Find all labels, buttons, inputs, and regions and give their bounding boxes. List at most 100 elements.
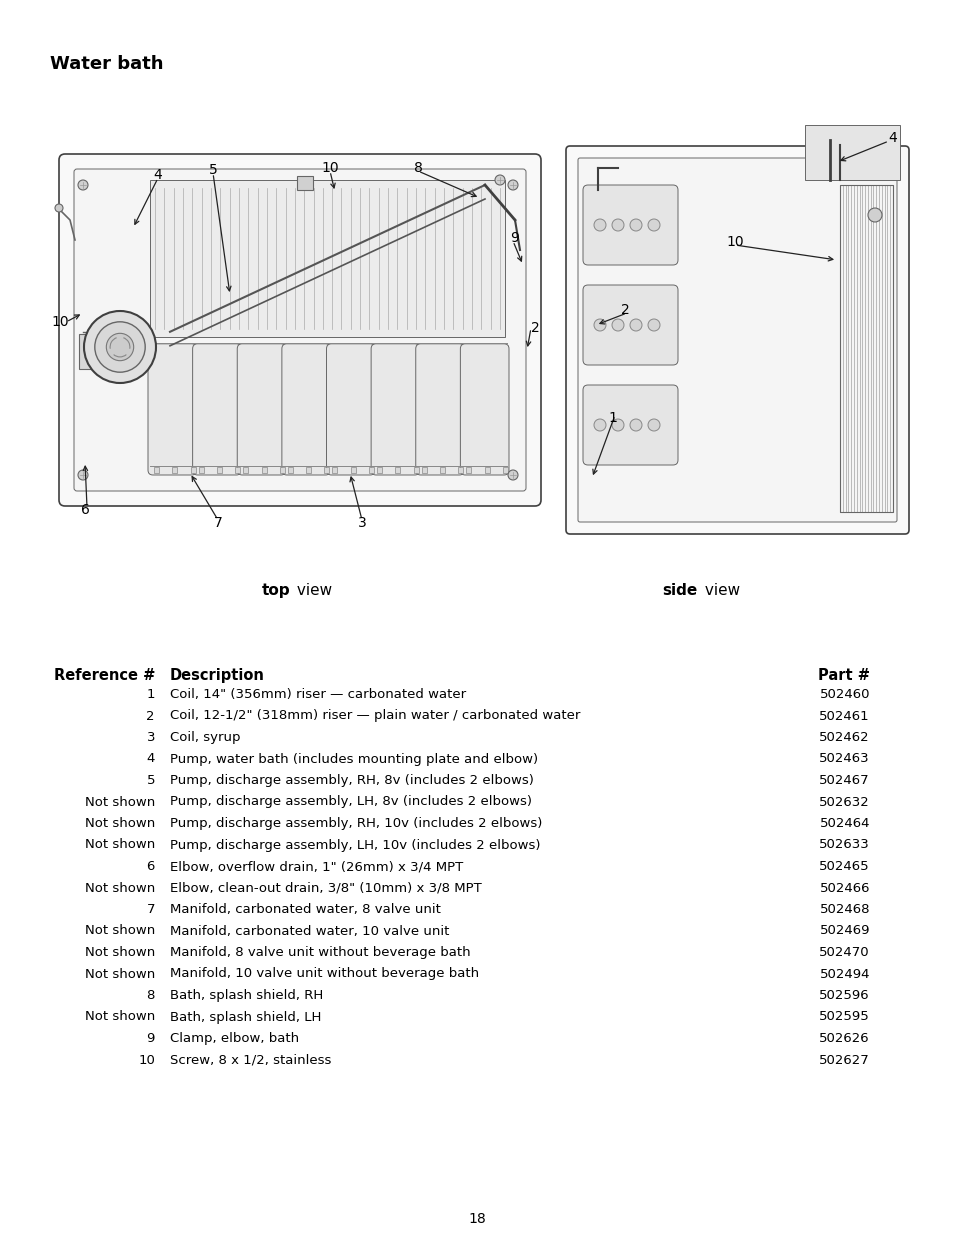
Circle shape: [629, 219, 641, 231]
Circle shape: [612, 319, 623, 331]
Circle shape: [55, 204, 63, 212]
Text: Coil, 14" (356mm) riser — carbonated water: Coil, 14" (356mm) riser — carbonated wat…: [170, 688, 466, 701]
Text: Bath, splash shield, LH: Bath, splash shield, LH: [170, 1010, 321, 1024]
Bar: [198, 467, 203, 473]
Text: 502464: 502464: [819, 818, 869, 830]
Text: Screw, 8 x 1/2, stainless: Screw, 8 x 1/2, stainless: [170, 1053, 331, 1067]
Circle shape: [495, 175, 504, 185]
FancyBboxPatch shape: [148, 343, 196, 475]
Circle shape: [594, 419, 605, 431]
Text: view: view: [700, 583, 740, 598]
Circle shape: [612, 419, 623, 431]
Text: Not shown: Not shown: [85, 818, 154, 830]
Text: Part #: Part #: [817, 668, 869, 683]
Circle shape: [647, 419, 659, 431]
Bar: [840, 185, 892, 513]
Text: 4: 4: [153, 168, 162, 182]
Text: 502468: 502468: [819, 903, 869, 916]
Text: Reference #: Reference #: [53, 668, 154, 683]
Text: Not shown: Not shown: [85, 967, 154, 981]
Text: view: view: [292, 583, 332, 598]
Circle shape: [507, 471, 517, 480]
Text: 5: 5: [147, 774, 154, 787]
Text: 2: 2: [530, 321, 538, 335]
Text: Pump, discharge assembly, RH, 10v (includes 2 elbows): Pump, discharge assembly, RH, 10v (inclu…: [170, 818, 542, 830]
Text: Manifold, carbonated water, 10 valve unit: Manifold, carbonated water, 10 valve uni…: [170, 925, 449, 937]
Circle shape: [94, 322, 145, 372]
Bar: [288, 467, 293, 473]
Circle shape: [647, 319, 659, 331]
Text: 10: 10: [725, 235, 743, 249]
Text: 1: 1: [608, 411, 617, 425]
Text: 8: 8: [414, 161, 422, 175]
Text: 18: 18: [468, 1212, 485, 1226]
Text: 5: 5: [209, 163, 217, 177]
Text: 502463: 502463: [819, 752, 869, 766]
Circle shape: [594, 319, 605, 331]
Text: Pump, discharge assembly, LH, 8v (includes 2 elbows): Pump, discharge assembly, LH, 8v (includ…: [170, 795, 532, 809]
Text: Bath, splash shield, RH: Bath, splash shield, RH: [170, 989, 323, 1002]
Text: Manifold, 10 valve unit without beverage bath: Manifold, 10 valve unit without beverage…: [170, 967, 478, 981]
Text: Manifold, carbonated water, 8 valve unit: Manifold, carbonated water, 8 valve unit: [170, 903, 440, 916]
Text: 502596: 502596: [819, 989, 869, 1002]
Text: Pump, discharge assembly, LH, 10v (includes 2 elbows): Pump, discharge assembly, LH, 10v (inclu…: [170, 839, 540, 851]
Bar: [79, 333, 92, 369]
FancyBboxPatch shape: [326, 343, 375, 475]
Bar: [376, 467, 382, 473]
Text: Clamp, elbow, bath: Clamp, elbow, bath: [170, 1032, 299, 1045]
Text: Not shown: Not shown: [85, 946, 154, 960]
Text: side: side: [662, 583, 698, 598]
Text: 502494: 502494: [819, 967, 869, 981]
Bar: [502, 467, 507, 473]
Bar: [153, 467, 159, 473]
Text: Not shown: Not shown: [85, 882, 154, 894]
Text: 9: 9: [510, 231, 518, 245]
Text: top: top: [261, 583, 290, 598]
Bar: [421, 467, 426, 473]
Text: Coil, 12-1/2" (318mm) riser — plain water / carbonated water: Coil, 12-1/2" (318mm) riser — plain wate…: [170, 709, 579, 722]
Text: Water bath: Water bath: [50, 56, 163, 73]
Text: 10: 10: [321, 161, 338, 175]
Text: Coil, syrup: Coil, syrup: [170, 731, 240, 743]
Text: 502470: 502470: [819, 946, 869, 960]
FancyBboxPatch shape: [582, 185, 678, 266]
Bar: [172, 467, 177, 473]
FancyBboxPatch shape: [371, 343, 419, 475]
Text: 4: 4: [887, 131, 897, 144]
Bar: [243, 467, 248, 473]
Text: Manifold, 8 valve unit without beverage bath: Manifold, 8 valve unit without beverage …: [170, 946, 470, 960]
Bar: [439, 467, 445, 473]
FancyBboxPatch shape: [460, 343, 509, 475]
Text: 1: 1: [147, 688, 154, 701]
Text: Description: Description: [170, 668, 265, 683]
Text: 4: 4: [147, 752, 154, 766]
FancyBboxPatch shape: [193, 343, 241, 475]
Bar: [484, 467, 489, 473]
FancyBboxPatch shape: [565, 146, 908, 534]
Bar: [351, 467, 355, 473]
Bar: [466, 467, 471, 473]
Text: 6: 6: [147, 860, 154, 873]
Bar: [395, 467, 400, 473]
Bar: [324, 467, 329, 473]
Text: 502595: 502595: [819, 1010, 869, 1024]
Text: Not shown: Not shown: [85, 795, 154, 809]
FancyBboxPatch shape: [237, 343, 286, 475]
Bar: [261, 467, 266, 473]
Text: 502469: 502469: [819, 925, 869, 937]
Bar: [279, 467, 285, 473]
Circle shape: [84, 311, 156, 383]
Bar: [91, 332, 105, 350]
Text: 2: 2: [620, 303, 629, 317]
FancyBboxPatch shape: [74, 169, 525, 492]
Text: Not shown: Not shown: [85, 925, 154, 937]
FancyBboxPatch shape: [582, 385, 678, 466]
Circle shape: [78, 180, 88, 190]
Text: 502467: 502467: [819, 774, 869, 787]
Bar: [804, 125, 899, 180]
Text: 502461: 502461: [819, 709, 869, 722]
Bar: [333, 467, 337, 473]
FancyBboxPatch shape: [59, 154, 540, 506]
Text: 502627: 502627: [819, 1053, 869, 1067]
Bar: [457, 467, 463, 473]
